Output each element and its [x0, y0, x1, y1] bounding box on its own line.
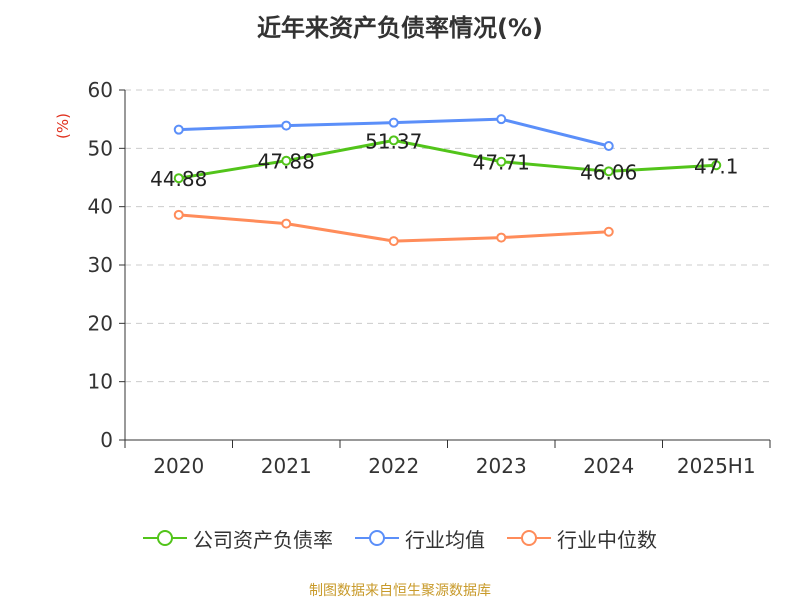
y-tick-label: 60	[88, 78, 113, 102]
x-tick-label: 2024	[583, 454, 634, 478]
source-note: 制图数据来自恒生聚源数据库	[309, 583, 491, 599]
data-point	[173, 173, 184, 184]
data-point	[173, 209, 184, 220]
legend-item-company[interactable]: 公司资产负债率	[143, 524, 333, 553]
y-tick-label: 10	[88, 370, 113, 394]
x-tick-label: 2020	[153, 454, 204, 478]
data-point	[711, 160, 722, 171]
data-point	[496, 156, 507, 167]
data-label: 47.71	[473, 151, 530, 175]
data-point	[281, 218, 292, 229]
y-tick-label: 50	[88, 136, 113, 160]
data-point	[603, 141, 614, 151]
x-tick-label: 2021	[261, 454, 312, 478]
data-label: 47.1	[694, 154, 739, 178]
data-point	[173, 124, 184, 135]
y-tick-label: 0	[100, 428, 113, 452]
legend: 公司资产负债率 行业均值 行业中位数	[0, 520, 800, 556]
legend-label: 行业均值	[405, 527, 485, 552]
x-tick-label: 2025H1	[677, 454, 756, 478]
legend-line-marker-icon	[355, 530, 399, 546]
data-point	[496, 114, 507, 125]
data-point	[603, 166, 614, 177]
data-point	[388, 236, 399, 247]
legend-item-industry-mean[interactable]: 行业均值	[355, 524, 485, 553]
legend-item-industry-median[interactable]: 行业中位数	[507, 524, 657, 553]
x-tick-label: 2023	[476, 454, 527, 478]
x-tick-label: 2022	[368, 454, 419, 478]
legend-label: 行业中位数	[557, 527, 657, 552]
data-label: 44.88	[150, 167, 207, 191]
y-tick-label: 20	[88, 311, 113, 335]
data-label: 47.88	[258, 150, 315, 174]
series-line	[178, 138, 717, 180]
chart-title: 近年来资产负债率情况(%)	[257, 14, 543, 42]
y-axis-label: (%)	[54, 113, 72, 139]
data-point	[496, 232, 507, 243]
data-label: 51.37	[365, 129, 422, 153]
legend-line-marker-icon	[507, 530, 551, 546]
y-tick-label: 30	[88, 253, 113, 277]
legend-line-marker-icon	[143, 530, 187, 546]
data-label: 46.06	[580, 160, 637, 184]
data-point	[603, 226, 614, 237]
data-point	[388, 117, 399, 128]
data-point	[281, 120, 292, 131]
data-point	[281, 155, 292, 166]
y-tick-label: 40	[88, 195, 113, 219]
legend-label: 公司资产负债率	[193, 527, 333, 552]
data-point	[388, 135, 399, 146]
